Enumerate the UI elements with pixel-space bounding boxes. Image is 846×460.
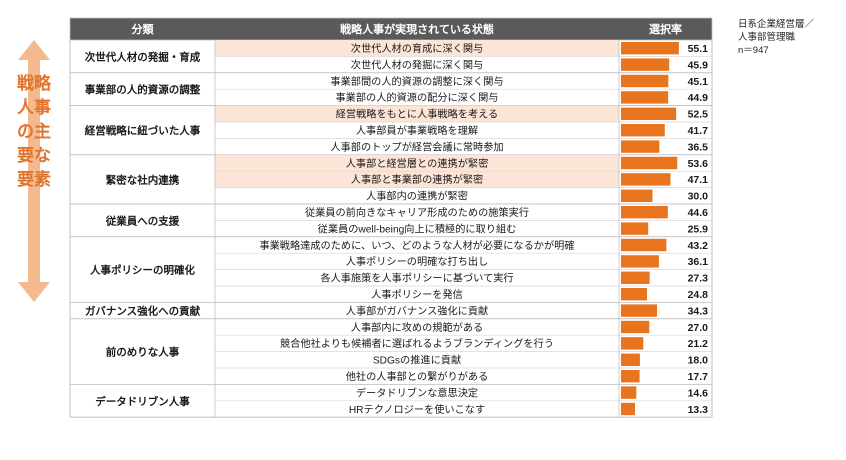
bar [621, 206, 668, 219]
note-line-2: 人事部管理職 [738, 32, 796, 43]
bar [621, 107, 677, 120]
category-label: 次世代人材の発掘・育成 [85, 50, 201, 63]
bar [621, 58, 670, 71]
row-highlight [215, 171, 619, 188]
bar [621, 173, 671, 186]
column-header: 戦略人事が実現されている状態 [340, 22, 494, 36]
category-label: 緊密な社内連携 [106, 173, 180, 186]
value-label: 44.6 [688, 207, 709, 219]
value-label: 24.8 [688, 289, 709, 301]
bar [621, 124, 665, 137]
category-label: 従業員への支援 [105, 214, 180, 227]
bar [621, 320, 650, 334]
value-label: 44.9 [688, 92, 709, 104]
side-label: 戦略人事の主要な要素 [17, 74, 51, 190]
bar [621, 42, 679, 55]
bar [621, 386, 637, 399]
bar [621, 402, 635, 416]
value-label: 45.9 [688, 59, 709, 71]
state-label: 次世代人材の育成に深く関与 [351, 42, 483, 55]
bar [621, 337, 644, 350]
category-label: ガバナンス強化への貢献 [85, 305, 201, 318]
bar [621, 370, 640, 383]
category-label: 経営戦略に紐づいた人事 [85, 124, 201, 137]
bar [621, 238, 667, 252]
state-label: 従業員の前向きなキャリア形成のための施策実行 [305, 206, 529, 219]
state-label: 事業部の人的資源の配分に深く関与 [336, 91, 499, 104]
state-label: HRテクノロジーを使いこなす [349, 403, 485, 416]
row-highlight [215, 40, 619, 57]
bar [621, 222, 649, 235]
value-label: 18.0 [688, 355, 709, 367]
category-label: 前のめりな人事 [106, 346, 180, 359]
value-label: 36.5 [688, 141, 709, 153]
column-header: 選択率 [649, 22, 682, 36]
value-label: 27.3 [688, 273, 709, 285]
bar [621, 74, 669, 88]
state-label: 事業戦略達成のために、いつ、どのような人材が必要になるかが明確 [259, 239, 574, 252]
value-label: 30.0 [688, 191, 709, 203]
value-label: 14.6 [688, 387, 709, 399]
bar [621, 271, 650, 284]
state-label: 人事ポリシーを発信 [371, 288, 463, 301]
value-label: 43.2 [688, 240, 709, 252]
state-label: 人事部と事業部の連携が緊密 [351, 173, 483, 186]
bar [621, 288, 648, 301]
state-label: 各人事施策を人事ポリシーに基づいて実行 [320, 272, 513, 285]
value-label: 17.7 [688, 371, 709, 383]
bar [621, 353, 640, 366]
value-label: 36.1 [688, 256, 709, 268]
row-highlight [215, 105, 619, 122]
bar [621, 255, 659, 268]
state-label: 他社の人事部との繋がりがある [346, 370, 489, 383]
value-label: 34.3 [688, 305, 709, 317]
table-border [69, 17, 713, 418]
category-label: 人事ポリシーの明確化 [90, 264, 195, 277]
value-label: 27.0 [688, 322, 709, 334]
state-label: 人事部員が事業戦略を理解 [356, 124, 478, 137]
table-header [70, 18, 712, 40]
state-label: 競合他社よりも候補者に選ばれるようブランディングを行う [280, 337, 554, 350]
value-label: 41.7 [688, 125, 709, 137]
value-label: 53.6 [688, 158, 709, 170]
bar [621, 304, 658, 317]
state-label: 人事部がガバナンス強化に貢献 [346, 304, 488, 317]
bar [621, 140, 660, 153]
state-label: 人事ポリシーの明確な打ち出し [346, 255, 489, 268]
sample-note: 日系企業経営層／ 人事部管理職 n＝947 [738, 18, 814, 57]
state-label: 人事部のトップが経営会議に常時参加 [330, 140, 503, 153]
state-label: 従業員のwell-being向上に積極的に取り組む [318, 222, 517, 235]
value-label: 47.1 [688, 174, 709, 186]
note-line-1: 日系企業経営層／ [738, 19, 815, 30]
value-label: 52.5 [688, 109, 709, 121]
state-label: 人事部内に攻めの規範がある [351, 321, 483, 334]
category-label: 事業部の人的資源の調整 [85, 83, 201, 96]
arrow-shape [18, 40, 50, 302]
value-label: 55.1 [688, 43, 709, 55]
state-label: 経営戦略をもとに人事戦略を考える [336, 108, 499, 121]
row-highlight [215, 154, 619, 172]
state-label: データドリブンな意思決定 [356, 386, 478, 399]
value-label: 25.9 [688, 223, 709, 235]
value-label: 45.1 [688, 76, 709, 88]
state-label: 人事部と経営層との連携が緊密 [346, 157, 489, 170]
state-label: SDGsの推進に貢献 [373, 354, 461, 367]
bar [621, 156, 678, 170]
bar [621, 189, 653, 202]
bar [621, 91, 669, 104]
state-label: 次世代人材の発掘に深く関与 [351, 58, 483, 71]
note-line-3: n＝947 [738, 45, 769, 56]
state-label: 事業部間の人的資源の調整に深く関与 [330, 75, 503, 88]
column-header: 分類 [132, 22, 155, 36]
state-label: 人事部内の連携が緊密 [366, 190, 468, 203]
vertical-double-arrow [18, 40, 50, 302]
value-label: 21.2 [688, 338, 709, 350]
category-label: データドリブン人事 [95, 395, 190, 408]
value-label: 13.3 [688, 404, 709, 416]
